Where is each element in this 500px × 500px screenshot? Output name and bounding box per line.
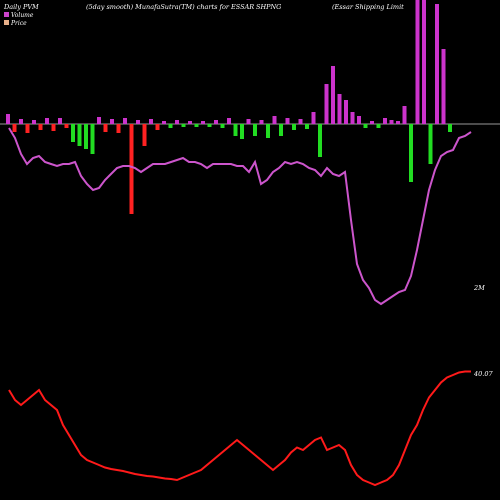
price-line [8,370,471,487]
pvm-bar [38,124,43,130]
legend-price-swatch [4,20,9,25]
pvm-bar [168,124,173,128]
pvm-bar [344,100,348,124]
pvm-bar [448,124,452,132]
pvm-bar [357,116,361,124]
pvm-bar [214,120,218,124]
pvm-bar [103,124,108,132]
pvm-bar [19,119,23,124]
pvm-bar [6,114,10,124]
legend-volume-label: Volume [11,12,34,19]
pvm-bar [324,84,329,124]
price-end-label: 40.07 [473,370,493,378]
header-title: (5day smooth) MunafaSutra(TM) charts for… [86,3,254,11]
pvm-bar [227,118,231,124]
pvm-bar [129,124,134,214]
pvm-bar [305,124,309,129]
header-company: (Essar Shipping Limit [332,3,404,11]
header-daily-pvm: Daily PVM [3,3,39,11]
pvm-bar [188,121,192,124]
pvm-bar [162,121,166,124]
pvm-bar [25,124,30,133]
pvm-bar [285,118,290,124]
pvm-bar [90,124,95,154]
pvm-bar [318,124,322,157]
pvm-bar [110,119,114,124]
pvm-bar [298,119,303,124]
pvm-bar [389,120,394,124]
pvm-bar [246,119,251,124]
pvm-bar [272,116,277,124]
pvm-bar [409,124,413,182]
pvm-bar [370,121,374,124]
pvm-bar [149,119,153,124]
pvm-bar [428,124,433,164]
pvm-bar [396,121,400,124]
pvm-bar [259,120,264,124]
pvm-bar [194,124,199,127]
pvm-bar [279,124,283,136]
pvm-bar [116,124,121,133]
legend-price-label: Price [10,20,27,27]
pvm-bar [337,94,342,124]
chart-legend: Volume Price [4,12,34,27]
pvm-bar [181,124,186,127]
pvm-bar [402,106,407,124]
pvm-bar [77,124,82,146]
pvm-bar [64,124,69,128]
pvm-bar [220,124,225,128]
pvm-bar [415,0,420,124]
pvm-bar [422,0,426,124]
pvm-bar [311,112,316,124]
pvm-bar [350,112,355,124]
pvm-bar [155,124,160,130]
pvm-bar [136,120,140,124]
volume-line [8,127,472,306]
pvm-bar [58,118,62,124]
pvm-bar [240,124,244,139]
chart-header: Daily PVM (5day smooth) MunafaSutra(TM) … [3,3,404,11]
pvm-bar [71,124,75,142]
pvm-bar [363,124,368,128]
pvm-bars [6,0,452,214]
pvm-bar [253,124,257,136]
pvm-bar [376,124,381,128]
pvm-bar [123,118,127,124]
pvm-bar [175,120,179,124]
header-symbol: SHPNG [256,3,281,11]
pvm-bar [12,124,17,132]
pvm-bar [32,120,36,124]
pvm-bar [201,121,205,124]
pvm-bar [435,4,439,124]
pvm-bar [142,124,147,146]
pvm-bar [51,124,56,131]
pvm-bar [233,124,238,136]
pvm-bar [383,118,387,124]
pvm-bar [266,124,270,138]
pvm-bar [331,66,335,124]
pvm-bar [97,117,101,124]
pvm-bar [292,124,296,130]
legend-volume-swatch [4,12,9,17]
pvm-bar [84,124,88,149]
pvm-bar [45,118,49,124]
pvm-bar [441,49,446,124]
pvm-bar [207,124,212,127]
volume-end-label: 2M [473,284,485,292]
